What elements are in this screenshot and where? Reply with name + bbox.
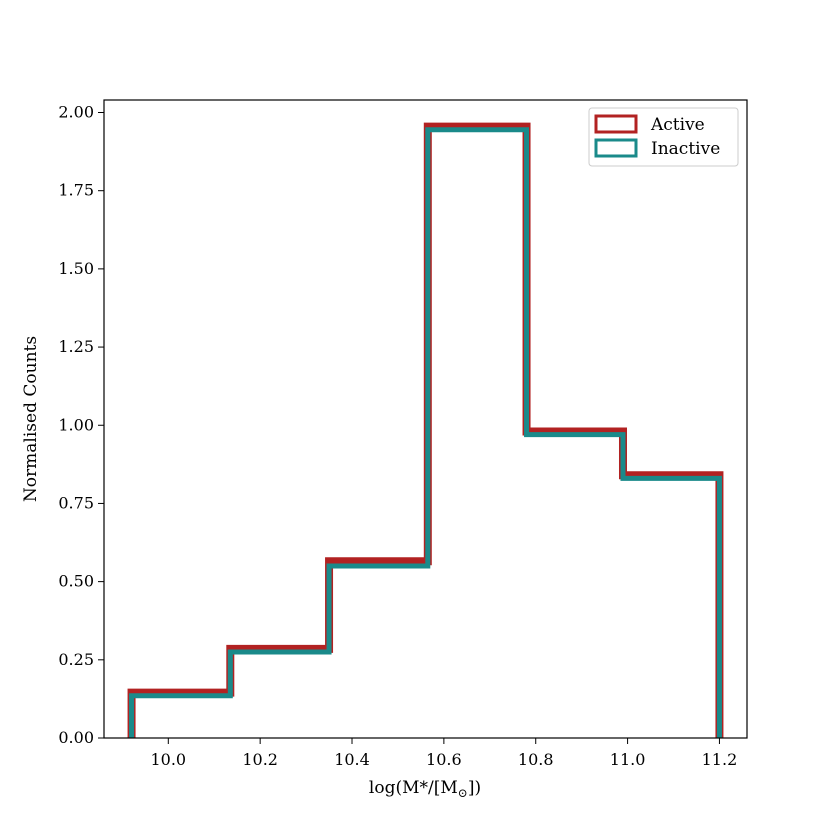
x-tick-label: 10.0	[150, 750, 186, 769]
y-tick-label: 0.25	[58, 650, 94, 669]
plot-frame	[103, 99, 748, 739]
x-tick-label: 11.0	[610, 750, 646, 769]
y-tick-label: 1.00	[58, 415, 94, 434]
legend: Active Inactive	[588, 107, 739, 167]
y-axis-ticks: 0.00 0.25 0.50 0.75 1.00 1.25 1.50 1.75 2.00	[58, 103, 104, 747]
y-tick-label: 0.75	[58, 493, 94, 512]
x-tick-label: 10.2	[242, 750, 278, 769]
series-inactive-step-line	[129, 127, 722, 738]
histogram-steps	[127, 122, 724, 738]
legend-swatch-active	[594, 114, 638, 134]
x-axis-ticks: 10.0 10.2 10.4 10.6 10.8 11.0 11.2	[150, 738, 737, 769]
y-tick-label: 0.00	[58, 728, 94, 747]
x-tick-label: 10.6	[426, 750, 462, 769]
y-tick-label: 0.50	[58, 572, 94, 591]
y-tick-label: 1.25	[58, 337, 94, 356]
y-axis-label: Normalised Counts	[21, 336, 41, 502]
legend-label-active: Active	[650, 115, 705, 135]
legend-swatch-inactive	[594, 138, 638, 158]
x-tick-label: 11.2	[702, 750, 738, 769]
x-tick-label: 10.8	[518, 750, 554, 769]
legend-box	[588, 107, 739, 167]
y-tick-label: 1.50	[58, 259, 94, 278]
y-tick-label: 1.75	[58, 181, 94, 200]
y-tick-label: 2.00	[58, 103, 94, 122]
x-axis-label: log(M*/[M⊙])	[369, 778, 481, 800]
legend-label-inactive: Inactive	[651, 139, 720, 159]
x-tick-label: 10.4	[334, 750, 370, 769]
